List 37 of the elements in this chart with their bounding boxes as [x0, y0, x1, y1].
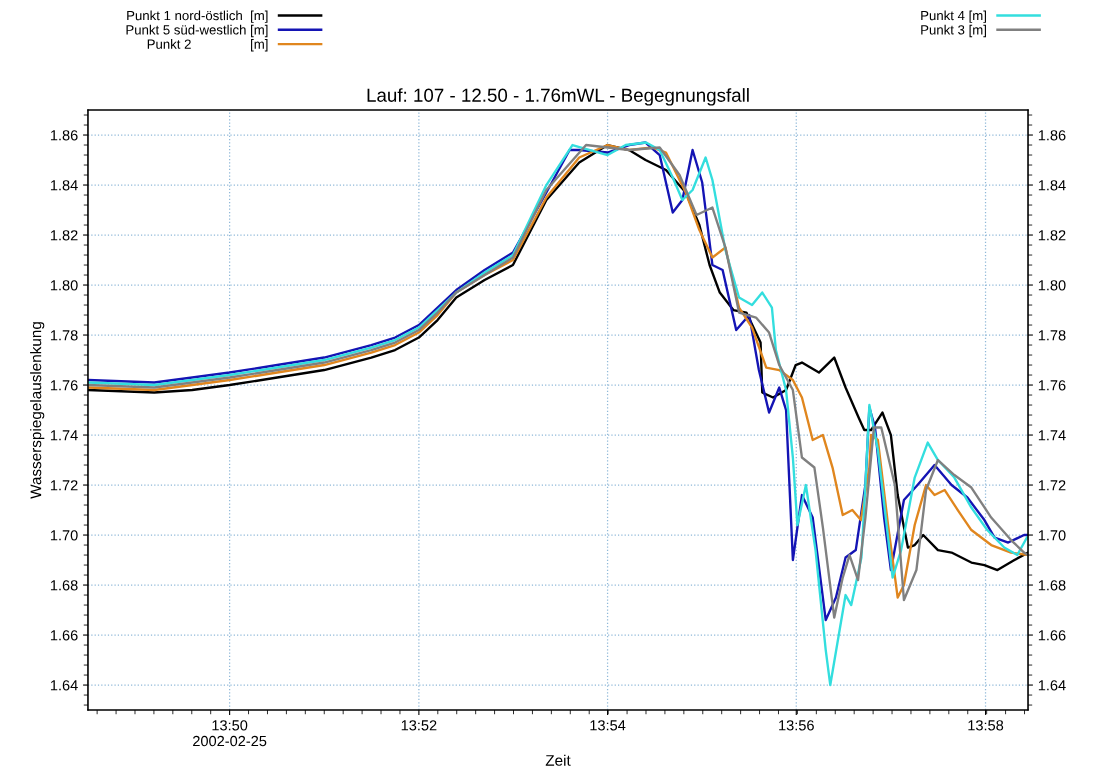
y2-tick-label: 1.64 — [1038, 680, 1066, 691]
x-tick-label: 13:58 — [968, 720, 1004, 731]
legend-label: Punkt 1 nord-östlich [m] — [127, 10, 268, 23]
y-tick-label: 1.66 — [50, 630, 78, 641]
y2-tick-label: 1.72 — [1038, 480, 1066, 491]
chart-title: Lauf: 107 - 12.50 - 1.76mWL - Begegnungsfall — [367, 88, 749, 106]
x-tick-label: 13:54 — [590, 720, 626, 731]
y2-tick-label: 1.84 — [1038, 180, 1066, 191]
y2-tick-label: 1.82 — [1038, 230, 1066, 241]
y-tick-label: 1.72 — [50, 480, 78, 491]
y-tick-label: 1.70 — [50, 530, 78, 541]
y-tick-label: 1.82 — [50, 230, 78, 241]
x-tick-label: 13:56 — [779, 720, 814, 731]
y2-tick-label: 1.66 — [1038, 630, 1066, 641]
legend-label: Punkt 3 [m] — [921, 24, 986, 38]
y2-tick-label: 1.86 — [1038, 130, 1066, 141]
x-axis-title: Zeit — [545, 754, 571, 766]
y2-tick-label: 1.80 — [1038, 280, 1066, 291]
y-tick-label: 1.80 — [50, 280, 78, 291]
y-axis-title: Wasserspiegelauslenkung — [30, 322, 45, 499]
y2-tick-label: 1.68 — [1038, 580, 1066, 591]
x-tick-label: 13:52 — [401, 720, 437, 731]
y-tick-label: 1.68 — [50, 580, 78, 591]
y-tick-label: 1.84 — [50, 180, 78, 191]
y-tick-label: 1.76 — [50, 380, 78, 391]
legend-label: Punkt 5 süd-westlich [m] — [126, 24, 268, 38]
y2-tick-label: 1.78 — [1038, 330, 1066, 341]
y2-tick-label: 1.76 — [1038, 380, 1066, 391]
x-tick-label: 13:50 2002-02-25 — [193, 720, 267, 747]
legend-label: Punkt 4 [m] — [921, 10, 986, 23]
y2-tick-label: 1.74 — [1038, 430, 1066, 441]
y-tick-label: 1.64 — [50, 680, 78, 691]
legend-label: Punkt 2 [m] — [147, 39, 268, 52]
y-tick-label: 1.74 — [50, 430, 78, 441]
y-tick-label: 1.86 — [50, 130, 78, 141]
y2-tick-label: 1.70 — [1038, 530, 1066, 541]
y-tick-label: 1.78 — [50, 330, 78, 341]
